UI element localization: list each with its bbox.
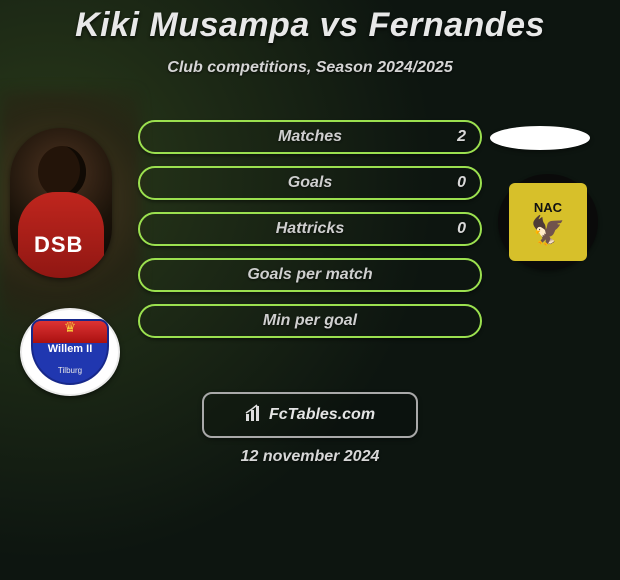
player1-club-badge: ♛ Willem II Tilburg	[20, 308, 120, 396]
page-title: Kiki Musampa vs Fernandes	[0, 0, 620, 45]
stat-pill: Matches 2	[138, 120, 482, 154]
stats-container: Matches 2 Goals 0 Hattricks 0 Goals per match M…	[138, 120, 482, 350]
stat-pill: Goals 0	[138, 166, 482, 200]
subtitle: Club competitions, Season 2024/2025	[0, 59, 620, 77]
stat-pill: Min per goal	[138, 304, 482, 338]
stat-label: Hattricks	[276, 220, 344, 238]
player1-photo: DSB	[10, 128, 112, 278]
brand-text: FcTables.com	[269, 406, 375, 424]
eagle-icon: 🦅	[531, 217, 566, 245]
stat-pill: Hattricks 0	[138, 212, 482, 246]
stat-value: 2	[457, 128, 466, 146]
crown-icon: ♛	[64, 319, 77, 336]
brand-box[interactable]: FcTables.com	[202, 392, 418, 438]
stat-pill: Goals per match	[138, 258, 482, 292]
stat-value: 0	[457, 220, 466, 238]
stat-label: Matches	[278, 128, 342, 146]
stat-label: Goals	[288, 174, 332, 192]
player1-club-name: Willem II	[33, 343, 107, 355]
stat-value: 0	[457, 174, 466, 192]
stat-label: Goals per match	[247, 266, 372, 284]
player1-club-city: Tilburg	[33, 366, 107, 375]
player2-club-badge: NAC 🦅	[498, 174, 598, 270]
date-text: 12 november 2024	[0, 448, 620, 466]
player2-photo-placeholder	[490, 126, 590, 150]
player2-club-name: NAC	[534, 200, 562, 215]
player1-shirt-text: DSB	[34, 232, 83, 258]
stat-label: Min per goal	[263, 312, 357, 330]
chart-icon	[245, 404, 263, 427]
